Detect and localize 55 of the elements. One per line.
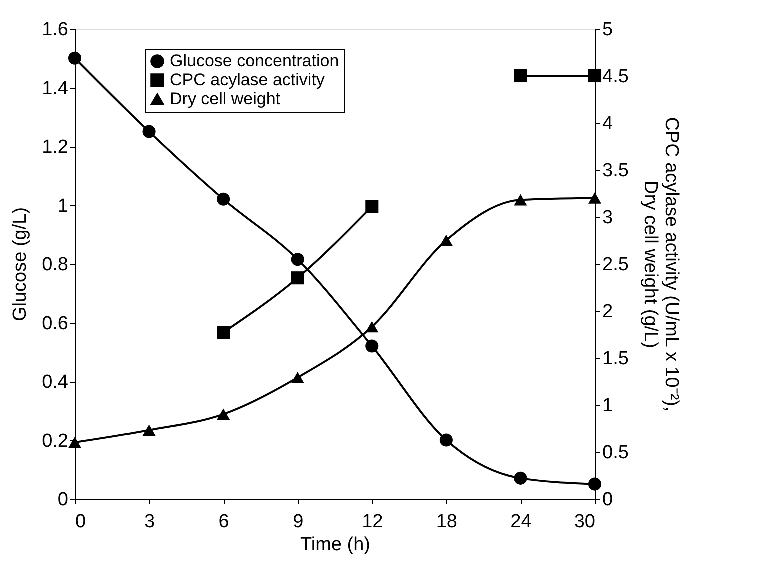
point	[588, 192, 602, 204]
x-tick-label: 9	[293, 512, 304, 532]
point	[588, 69, 602, 83]
y2-tick-label: 3.5	[602, 160, 629, 182]
y2-tick-label: 1.5	[602, 348, 629, 370]
y2-tick-label: 1	[602, 396, 614, 416]
y-tick-label: 0	[58, 490, 68, 510]
x-tick-label: 6	[218, 512, 230, 532]
x-tick-label: 0	[76, 512, 86, 532]
point	[68, 52, 82, 65]
point	[514, 194, 528, 206]
y-tick-label: 1	[58, 196, 68, 217]
y2-tick-label: 2	[602, 302, 614, 322]
y-tick-label: 0.4	[42, 372, 69, 393]
x-tick-label: 12	[362, 512, 384, 532]
y2-tick-label: 0.5	[602, 442, 629, 464]
y-axis-title: Glucose (g/L)	[10, 207, 32, 322]
point	[366, 200, 379, 214]
y-tick-label: 0.8	[42, 254, 68, 276]
y2-axis-title: CPC acylase activity (U/mL x 10⁻²), Dry cell weight (g/L)	[640, 117, 682, 412]
point	[217, 326, 230, 340]
legend-label: Glucose concentration	[170, 52, 340, 70]
point	[440, 234, 453, 246]
point	[440, 434, 453, 447]
legend-label: Dry cell weight	[170, 90, 281, 108]
point	[291, 372, 304, 384]
y2-tick-label: 0	[602, 490, 614, 510]
x-tick-label: 24	[510, 512, 532, 532]
point	[588, 478, 602, 491]
x-tick-label: 30	[574, 512, 596, 532]
point	[514, 69, 528, 83]
point	[142, 424, 156, 436]
y2-tick-label: 3	[602, 208, 614, 228]
y2-tick-label: 2.5	[602, 254, 629, 276]
y-tick-label: 1.6	[42, 20, 68, 40]
y-tick-label: 1.4	[42, 78, 69, 100]
legend-label: CPC acylase activity	[170, 70, 326, 90]
y2-tick-label: 4	[602, 114, 614, 134]
y2-tick-label: 5	[602, 20, 614, 40]
y-tick-label: 0.2	[42, 430, 68, 452]
point	[291, 272, 304, 285]
point	[366, 340, 379, 353]
x-axis-title: Time (h)	[300, 534, 371, 556]
point	[291, 253, 304, 266]
y-tick-label: 0.6	[42, 313, 68, 334]
y-tick-label: 1.2	[42, 137, 68, 158]
point	[217, 408, 230, 420]
point	[366, 321, 379, 333]
point	[514, 472, 528, 485]
x-tick-label: 18	[436, 512, 458, 532]
x-tick-label: 3	[144, 512, 156, 532]
y2-tick-label: 4.5	[602, 66, 629, 88]
point	[142, 125, 156, 138]
point	[217, 192, 230, 206]
point	[68, 436, 82, 448]
